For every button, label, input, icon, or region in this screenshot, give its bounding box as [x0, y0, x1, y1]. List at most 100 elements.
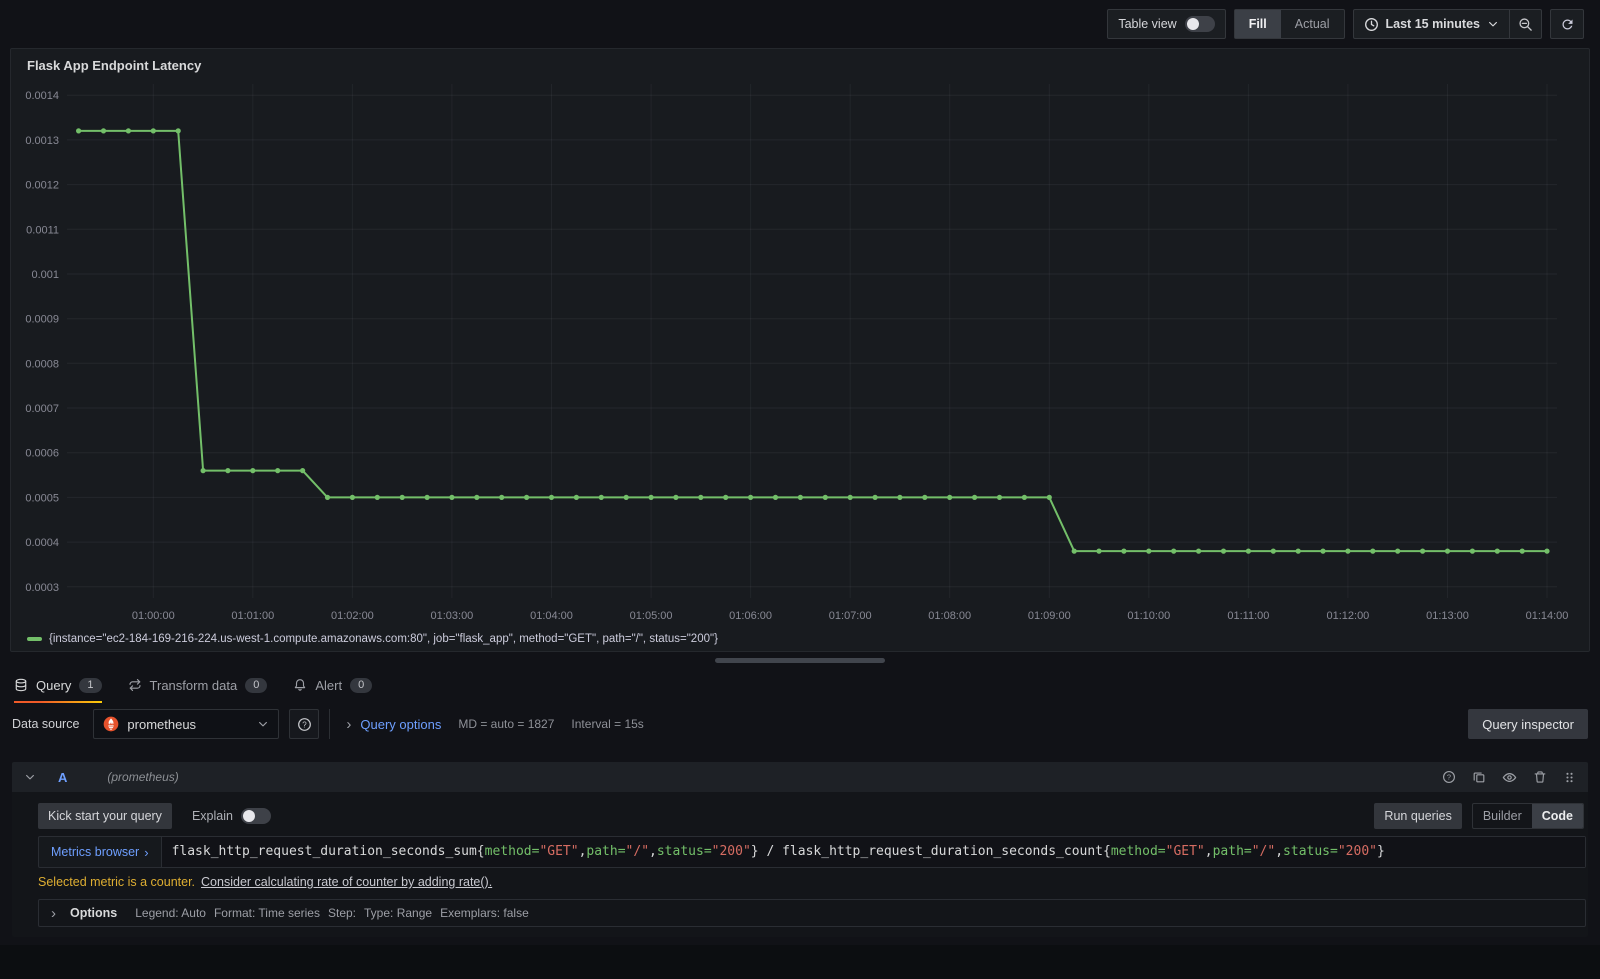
- query-row-header[interactable]: A (prometheus) ?: [12, 762, 1588, 792]
- legend-series-dash: [27, 637, 42, 641]
- question-circle-icon: ?: [297, 717, 311, 731]
- builder-code-group: Builder Code: [1471, 803, 1584, 829]
- drag-handle[interactable]: [1563, 771, 1576, 784]
- query-expression[interactable]: flask_http_request_duration_seconds_sum{…: [160, 837, 1585, 867]
- svg-text:01:09:00: 01:09:00: [1028, 610, 1071, 622]
- option-summary-item: Step:: [327, 906, 357, 920]
- datasource-help-button[interactable]: ?: [289, 709, 320, 739]
- svg-text:01:08:00: 01:08:00: [928, 610, 971, 622]
- kick-start-query-button[interactable]: Kick start your query: [38, 803, 172, 829]
- legend-series-label[interactable]: {instance="ec2-184-169-216-224.us-west-1…: [49, 633, 718, 645]
- query-row-actions: ?: [1442, 770, 1576, 785]
- tab-query[interactable]: Query 1: [14, 667, 102, 703]
- delete-query-button[interactable]: [1533, 770, 1547, 784]
- svg-text:01:13:00: 01:13:00: [1426, 610, 1469, 622]
- interval-info: Interval = 15s: [571, 717, 644, 731]
- table-view-label: Table view: [1118, 17, 1177, 31]
- query-toolbar-right: Run queries Builder Code: [1374, 803, 1586, 829]
- prometheus-icon: [104, 716, 119, 732]
- tab-alert-label: Alert: [315, 677, 343, 693]
- time-range-group: Last 15 minutes: [1352, 9, 1542, 39]
- svg-text:0.001: 0.001: [31, 269, 59, 281]
- svg-text:01:14:00: 01:14:00: [1526, 610, 1569, 622]
- clock-icon: [1364, 17, 1378, 31]
- legend: {instance="ec2-184-169-216-224.us-west-1…: [11, 633, 1589, 645]
- svg-text:01:01:00: 01:01:00: [231, 610, 274, 622]
- svg-text:01:05:00: 01:05:00: [630, 610, 673, 622]
- svg-text:0.0006: 0.0006: [25, 448, 59, 460]
- copy-icon: [1473, 772, 1485, 783]
- warning-rate-link[interactable]: Consider calculating rate of counter by …: [201, 875, 493, 889]
- svg-text:?: ?: [1447, 773, 1451, 782]
- time-range-label: Last 15 minutes: [1385, 17, 1480, 31]
- query-inspector-button[interactable]: Query inspector: [1468, 709, 1588, 739]
- timeseries-chart[interactable]: 0.0014 0.0013 0.0012 0.0011 0.001 0.0009 0.000…: [15, 74, 1589, 633]
- option-summary-item: Legend: Auto: [135, 906, 206, 920]
- metrics-browser-toggle[interactable]: Metrics browser ›: [39, 837, 161, 867]
- tab-query-count: 1: [79, 677, 102, 693]
- svg-text:01:04:00: 01:04:00: [530, 610, 573, 622]
- svg-text:01:00:00: 01:00:00: [132, 610, 175, 622]
- drag-handle-icon: [1566, 772, 1573, 782]
- chevron-right-icon: ›: [144, 844, 149, 860]
- svg-text:01:12:00: 01:12:00: [1326, 610, 1369, 622]
- tab-transform-count: 0: [245, 677, 268, 693]
- editor-tabs: Query 1 Transform data 0 Alert 0: [0, 667, 1600, 703]
- eye-icon: [1502, 772, 1517, 782]
- svg-text:0.0008: 0.0008: [25, 358, 59, 370]
- explain-toggle[interactable]: [240, 808, 271, 824]
- svg-text:0.0013: 0.0013: [25, 135, 59, 147]
- refresh-button[interactable]: [1550, 9, 1584, 39]
- option-summary-item: Exemplars: false: [440, 906, 529, 920]
- panel-resize-handle[interactable]: [715, 658, 885, 663]
- options-label: Options: [70, 906, 118, 920]
- refresh-icon: [1562, 19, 1572, 29]
- warning-text: Selected metric is a counter.: [38, 875, 196, 889]
- max-data-points-info: MD = auto = 1827: [458, 717, 555, 731]
- tab-alert[interactable]: Alert 0: [293, 667, 373, 703]
- zoom-out-button[interactable]: [1509, 10, 1541, 38]
- svg-text:0.0003: 0.0003: [25, 582, 59, 594]
- query-ref-id: A: [58, 769, 68, 785]
- svg-text:?: ?: [302, 720, 307, 729]
- panel-editor-toolbar: Table view Fill Actual Last 15 minutes: [0, 0, 1600, 48]
- query-options-label: Query options: [360, 716, 442, 732]
- tab-transform-label: Transform data: [149, 677, 238, 693]
- code-button[interactable]: Code: [1531, 804, 1583, 828]
- tab-alert-count: 0: [350, 677, 373, 693]
- promql-editor-row: Metrics browser › flask_http_request_dur…: [38, 836, 1586, 868]
- svg-text:0.0011: 0.0011: [26, 224, 59, 236]
- datasource-picker[interactable]: prometheus: [93, 709, 280, 739]
- fill-actual-group: Fill Actual: [1233, 9, 1345, 39]
- bell-icon: [295, 679, 306, 691]
- divider: [329, 709, 331, 739]
- duplicate-query-button[interactable]: [1472, 770, 1486, 784]
- svg-text:0.0012: 0.0012: [25, 180, 59, 192]
- svg-text:01:06:00: 01:06:00: [729, 610, 772, 622]
- option-summary-item: Format: Time series: [213, 906, 320, 920]
- tab-transform-data[interactable]: Transform data 0: [128, 667, 268, 703]
- table-view-control: Table view: [1107, 9, 1226, 39]
- query-toolbar-row: Kick start your query Explain Run querie…: [38, 802, 1586, 830]
- query-datasource-hint: (prometheus): [107, 770, 179, 784]
- table-view-toggle[interactable]: [1184, 16, 1215, 32]
- fill-button[interactable]: Fill: [1234, 10, 1281, 38]
- chevron-right-icon: ›: [51, 904, 56, 922]
- database-icon: [15, 678, 27, 692]
- query-options-collapsed-row[interactable]: › Options Legend: Auto Format: Time serie…: [38, 899, 1586, 927]
- collapse-chevron-icon[interactable]: [24, 771, 36, 783]
- query-help-button[interactable]: ?: [1442, 770, 1456, 784]
- query-options-toggle[interactable]: › Query options MD = auto = 1827 Interva…: [346, 717, 643, 732]
- svg-text:01:10:00: 01:10:00: [1127, 610, 1170, 622]
- explain-label: Explain: [191, 809, 233, 823]
- time-range-picker[interactable]: Last 15 minutes: [1354, 10, 1509, 38]
- footer-strip: [0, 945, 1600, 979]
- builder-button[interactable]: Builder: [1482, 809, 1522, 823]
- actual-button[interactable]: Actual: [1294, 17, 1330, 31]
- svg-text:0.0005: 0.0005: [25, 492, 59, 504]
- svg-text:01:03:00: 01:03:00: [430, 610, 473, 622]
- run-queries-button[interactable]: Run queries: [1374, 803, 1462, 829]
- chevron-down-icon: [259, 721, 268, 727]
- toggle-visibility-button[interactable]: [1502, 770, 1517, 785]
- counter-warning-row: Selected metric is a counter. Consider c…: [38, 868, 1586, 895]
